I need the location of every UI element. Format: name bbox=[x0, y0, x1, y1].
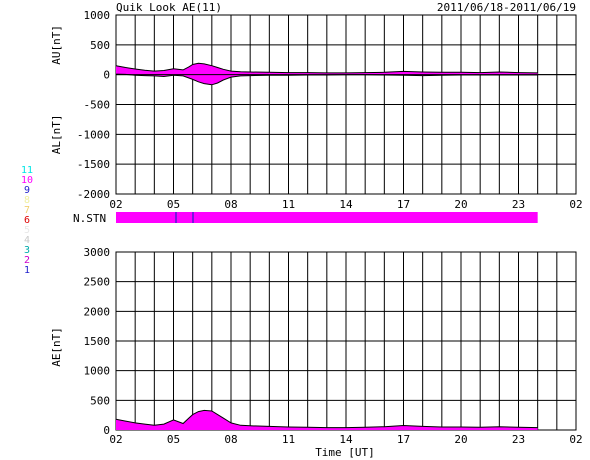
au-al-x-tick-labels: 02 05 08 11 14 17 20 23 02 bbox=[109, 198, 582, 211]
x-tick-label: 20 bbox=[454, 198, 467, 211]
x-tick-label: 02 bbox=[109, 198, 122, 211]
x-tick-label: 05 bbox=[167, 198, 180, 211]
y-tick-label: 1000 bbox=[84, 365, 111, 378]
y-tick-label: 2000 bbox=[84, 305, 111, 318]
y-tick-label: -500 bbox=[84, 99, 111, 112]
x-tick-label: 14 bbox=[339, 433, 353, 446]
al-series-line bbox=[115, 73, 538, 86]
x-tick-label: 11 bbox=[282, 433, 295, 446]
x-tick-label: 11 bbox=[282, 198, 295, 211]
x-tick-label: 23 bbox=[512, 433, 525, 446]
legend-item-9: 9 bbox=[24, 185, 30, 196]
legend-item-10: 10 bbox=[21, 175, 33, 186]
y-tick-label: 3000 bbox=[84, 246, 111, 259]
x-tick-label: 23 bbox=[512, 198, 525, 211]
legend-item-6: 6 bbox=[24, 215, 30, 226]
au-al-panel: 1000 500 0 -500 -1000 -1500 -2000 02 05 08 11 14 17… bbox=[50, 9, 583, 211]
x-tick-label: 02 bbox=[569, 198, 582, 211]
chart-title: Quik Look AE(11) bbox=[116, 1, 222, 14]
y-tick-label: -1000 bbox=[77, 128, 110, 141]
au-al-grid bbox=[115, 14, 577, 195]
x-tick-label: 17 bbox=[397, 433, 410, 446]
legend-item-11: 11 bbox=[21, 165, 33, 176]
legend-item-1: 1 bbox=[24, 265, 30, 276]
station-bar-label: N.STN bbox=[73, 212, 106, 225]
au-series-fill bbox=[116, 63, 538, 75]
legend-item-7: 7 bbox=[24, 205, 30, 216]
y-tick-label: -1500 bbox=[77, 158, 110, 171]
ae-panel: 3000 2500 2000 1500 1000 500 0 02 05 08 11 14 17 20 2… bbox=[50, 246, 583, 446]
au-al-y-tick-labels: 1000 500 0 -500 -1000 -1500 -2000 bbox=[77, 9, 110, 201]
ae-series-line bbox=[115, 409, 538, 429]
legend-item-8: 8 bbox=[24, 195, 30, 206]
ae-grid bbox=[115, 251, 577, 431]
station-bar bbox=[116, 212, 538, 223]
al-series-fill bbox=[116, 74, 538, 85]
x-tick-label: 02 bbox=[569, 433, 582, 446]
y-tick-label: 0 bbox=[103, 424, 110, 437]
ae-series-fill bbox=[116, 410, 538, 430]
x-tick-label: 08 bbox=[224, 198, 237, 211]
y-tick-label: 1500 bbox=[84, 335, 111, 348]
legend-item-5: 5 bbox=[24, 225, 30, 236]
y-tick-label: 500 bbox=[90, 39, 110, 52]
au-series-line bbox=[115, 62, 538, 74]
y-tick-label: -2000 bbox=[77, 188, 110, 201]
legend-item-3: 3 bbox=[24, 245, 30, 256]
y-tick-label: 500 bbox=[90, 394, 110, 407]
x-tick-label: 20 bbox=[454, 433, 467, 446]
al-axis-label: AL[nT] bbox=[50, 114, 63, 154]
x-tick-label: 14 bbox=[339, 198, 353, 211]
ae-y-tick-labels: 3000 2500 2000 1500 1000 500 0 bbox=[84, 246, 111, 437]
y-tick-label: 1000 bbox=[84, 9, 111, 22]
x-tick-label: 02 bbox=[109, 433, 122, 446]
x-tick-label: 08 bbox=[224, 433, 237, 446]
x-tick-label: 05 bbox=[167, 433, 180, 446]
au-axis-label: AU[nT] bbox=[50, 25, 63, 65]
date-range: 2011/06/18-2011/06/19 bbox=[437, 1, 576, 14]
x-axis-label: Time [UT] bbox=[315, 446, 375, 459]
legend-item-2: 2 bbox=[24, 255, 30, 266]
x-tick-label: 17 bbox=[397, 198, 410, 211]
legend-item-4: 4 bbox=[24, 235, 30, 246]
y-tick-label: 0 bbox=[103, 69, 110, 82]
ae-x-tick-labels: 02 05 08 11 14 17 20 23 02 bbox=[109, 433, 582, 446]
y-tick-label: 2500 bbox=[84, 276, 111, 289]
ae-axis-label: AE[nT] bbox=[50, 327, 63, 367]
